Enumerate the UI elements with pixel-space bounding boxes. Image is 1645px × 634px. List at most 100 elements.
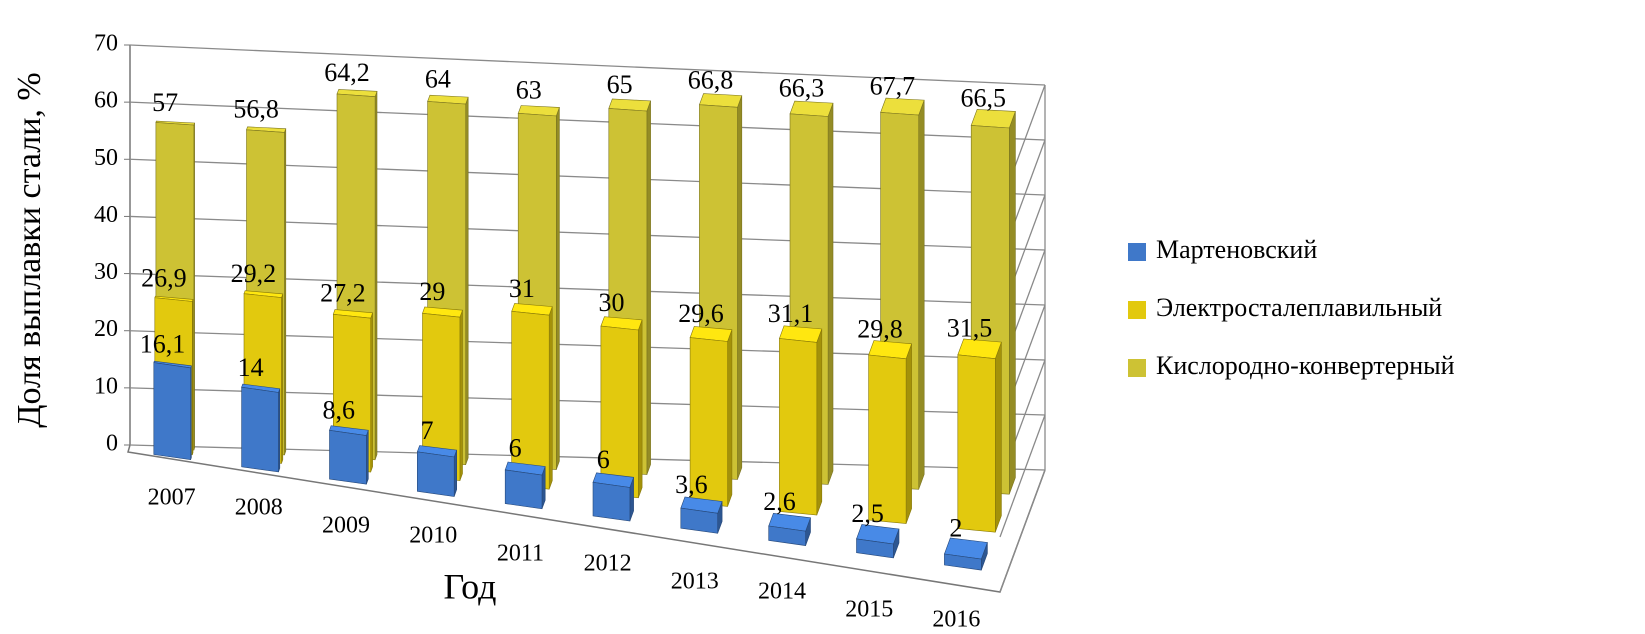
data-label: 30 bbox=[598, 288, 624, 317]
bar-front bbox=[944, 553, 982, 571]
bar-side bbox=[727, 329, 733, 507]
data-label: 26,9 bbox=[141, 264, 187, 293]
data-label: 63 bbox=[516, 76, 542, 105]
data-label: 29,2 bbox=[231, 259, 277, 288]
x-tick-label: 2007 bbox=[148, 485, 196, 511]
data-label: 67,7 bbox=[870, 71, 916, 100]
bar bbox=[422, 306, 463, 481]
bar-side bbox=[816, 328, 823, 516]
bar-side bbox=[827, 102, 834, 485]
grid-line bbox=[129, 44, 1046, 86]
bar-side bbox=[548, 306, 553, 490]
bar bbox=[778, 325, 823, 516]
data-label: 16,1 bbox=[140, 329, 186, 358]
bar-front bbox=[329, 429, 367, 485]
x-tick-label: 2010 bbox=[409, 523, 457, 549]
bar bbox=[600, 316, 643, 499]
bar bbox=[416, 445, 458, 497]
bar-front bbox=[768, 525, 806, 546]
y-tick-label: 10 bbox=[94, 373, 118, 399]
data-label: 31,5 bbox=[947, 314, 993, 343]
bar-front bbox=[153, 362, 191, 461]
bar-top bbox=[880, 97, 925, 116]
bar-front bbox=[680, 507, 719, 534]
data-label: 66,3 bbox=[779, 74, 825, 103]
legend-label: Мартеновский bbox=[1156, 235, 1317, 264]
data-label: 2,6 bbox=[763, 487, 796, 516]
bar-side bbox=[453, 449, 458, 497]
legend-label: Электросталеплавильный bbox=[1156, 293, 1442, 322]
x-tick-label: 2009 bbox=[322, 513, 370, 539]
x-tick-label: 2013 bbox=[671, 569, 719, 595]
x-tick-label: 2012 bbox=[584, 551, 632, 577]
data-label: 6 bbox=[509, 433, 522, 462]
bar-front bbox=[241, 386, 279, 473]
x-axis-label: Год bbox=[444, 566, 497, 606]
data-label: 2,5 bbox=[851, 499, 884, 528]
legend-swatch bbox=[1128, 243, 1146, 261]
bar-front bbox=[957, 354, 996, 533]
y-tick-label: 30 bbox=[94, 259, 118, 285]
data-label: 6 bbox=[597, 445, 610, 474]
data-label: 27,2 bbox=[320, 279, 366, 308]
bar bbox=[868, 340, 913, 524]
data-label: 7 bbox=[420, 416, 433, 445]
y-tick-label: 40 bbox=[94, 202, 118, 228]
data-label: 31 bbox=[509, 274, 535, 303]
bar-side bbox=[465, 96, 469, 465]
legend-swatch bbox=[1128, 301, 1146, 319]
x-tick-label: 2015 bbox=[845, 597, 893, 623]
data-label: 64,2 bbox=[324, 58, 370, 87]
bar-front bbox=[504, 469, 543, 510]
bar bbox=[768, 512, 811, 546]
bar-side bbox=[1008, 111, 1016, 495]
y-tick-label: 20 bbox=[94, 316, 118, 342]
bar bbox=[504, 461, 546, 510]
bar-side bbox=[638, 319, 643, 498]
bar bbox=[592, 472, 635, 522]
data-label: 29,8 bbox=[857, 315, 903, 344]
bar-front bbox=[856, 538, 894, 559]
bar-front bbox=[416, 451, 455, 497]
bar bbox=[943, 537, 988, 571]
data-label: 3,6 bbox=[675, 470, 708, 499]
grid-line bbox=[999, 469, 1046, 593]
data-label: 14 bbox=[238, 353, 264, 382]
data-label: 31,1 bbox=[768, 299, 814, 328]
bar-side bbox=[994, 341, 1002, 533]
bar-side bbox=[459, 310, 463, 481]
data-label: 66,5 bbox=[961, 84, 1007, 113]
bar-side bbox=[555, 107, 560, 470]
data-label: 66,8 bbox=[688, 65, 734, 94]
data-label: 57 bbox=[152, 88, 178, 117]
y-tick-label: 70 bbox=[94, 31, 118, 57]
bar bbox=[241, 383, 281, 473]
bar-front bbox=[868, 354, 907, 524]
bar-front bbox=[592, 481, 631, 522]
data-label: 65 bbox=[607, 70, 633, 99]
bar-side bbox=[737, 95, 743, 480]
bar-front bbox=[779, 338, 818, 516]
grid-line bbox=[999, 414, 1046, 538]
bar-side bbox=[918, 99, 925, 490]
bar bbox=[153, 360, 192, 461]
bar-side bbox=[905, 343, 912, 524]
data-label: 29 bbox=[419, 277, 445, 306]
x-tick-label: 2008 bbox=[235, 495, 283, 521]
legend-swatch bbox=[1128, 359, 1146, 377]
y-tick-label: 60 bbox=[94, 88, 118, 114]
y-tick-label: 50 bbox=[94, 145, 118, 171]
x-tick-label: 2014 bbox=[758, 579, 806, 605]
bar bbox=[329, 425, 369, 485]
legend-label: Кислородно-конвертерный bbox=[1156, 351, 1455, 380]
bar bbox=[689, 326, 733, 507]
bar-side bbox=[646, 100, 651, 475]
bar bbox=[957, 338, 1002, 533]
bar bbox=[680, 496, 723, 534]
data-label: 8,6 bbox=[323, 395, 356, 424]
data-label: 29,6 bbox=[678, 299, 724, 328]
y-axis-label: Доля выплавки стали, % bbox=[11, 72, 48, 428]
data-label: 56,8 bbox=[233, 94, 279, 123]
y-tick-label: 0 bbox=[106, 431, 118, 457]
